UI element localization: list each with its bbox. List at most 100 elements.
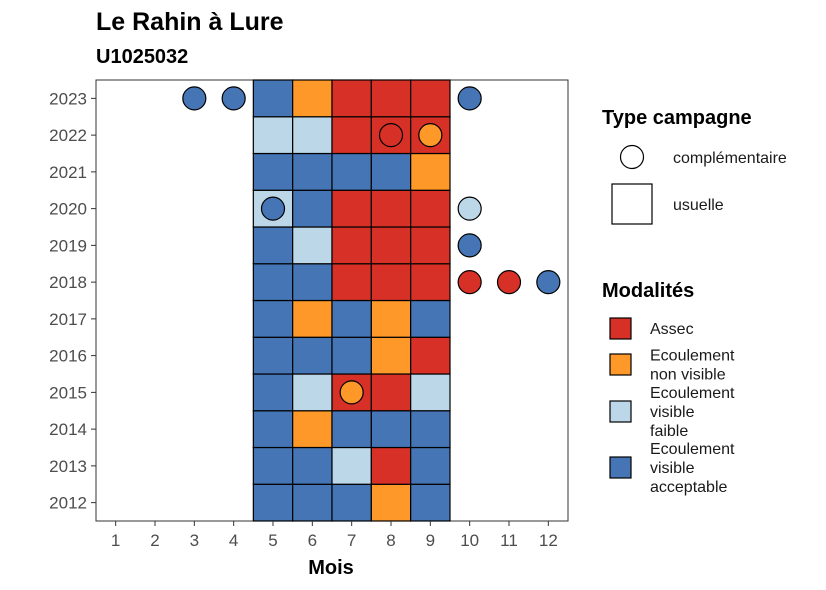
point bbox=[457, 86, 482, 111]
tile bbox=[252, 410, 294, 449]
x-tick-label: 2 bbox=[150, 531, 159, 550]
y-tick-label: 2018 bbox=[49, 273, 87, 292]
tile bbox=[331, 446, 372, 485]
tile bbox=[410, 263, 451, 302]
tile bbox=[331, 263, 372, 302]
legend-label: Ecoulement bbox=[650, 348, 735, 365]
x-axis-label: Mois bbox=[308, 557, 354, 579]
legend-label: Assec bbox=[650, 321, 694, 338]
x-tick-label: 9 bbox=[426, 531, 435, 550]
point bbox=[457, 233, 482, 258]
legend-label: acceptable bbox=[650, 479, 727, 496]
tile bbox=[410, 410, 451, 449]
tile bbox=[252, 373, 294, 412]
tile bbox=[410, 373, 451, 412]
y-axis: 2012 2013 2014 2015 2016 2017 2018 2019 2020 2021… bbox=[49, 89, 96, 513]
tile bbox=[331, 116, 372, 155]
tile bbox=[252, 483, 294, 522]
tile bbox=[292, 263, 333, 302]
y-tick-label: 2014 bbox=[49, 420, 87, 439]
tile bbox=[370, 336, 412, 375]
tile bbox=[331, 226, 372, 265]
x-tick-label: 3 bbox=[190, 531, 199, 550]
tile bbox=[292, 373, 333, 412]
legend-swatch bbox=[609, 317, 632, 340]
tile bbox=[292, 189, 333, 228]
tile bbox=[292, 410, 333, 449]
x-tick-label: 10 bbox=[460, 531, 479, 550]
x-tick-label: 7 bbox=[347, 531, 356, 550]
tile bbox=[252, 336, 294, 375]
legend-type-label: complémentaire bbox=[673, 150, 787, 167]
tile bbox=[410, 336, 451, 375]
tile bbox=[252, 116, 294, 155]
tile bbox=[292, 336, 333, 375]
tile bbox=[292, 299, 333, 338]
legend-mod-title: Modalités bbox=[602, 280, 694, 302]
y-tick-label: 2022 bbox=[49, 126, 87, 145]
tile bbox=[370, 189, 412, 228]
tile bbox=[410, 446, 451, 485]
chart-title: Le Rahin à Lure bbox=[96, 8, 284, 36]
legend-label: visible bbox=[650, 460, 695, 477]
y-tick-label: 2015 bbox=[49, 383, 87, 402]
legend-circle-swatch bbox=[619, 144, 645, 170]
legend-modalites: Modalités Assec Ecoulement non visible Ecou… bbox=[602, 280, 735, 496]
tile bbox=[331, 336, 372, 375]
x-tick-label: 11 bbox=[500, 531, 518, 550]
x-tick-label: 4 bbox=[229, 531, 238, 550]
legend-label: Ecoulement bbox=[650, 441, 735, 458]
y-tick-label: 2013 bbox=[49, 457, 87, 476]
tile bbox=[252, 299, 294, 338]
tile bbox=[331, 152, 372, 191]
legend-type-campagne: Type campagne complémentaire usuelle bbox=[602, 107, 787, 225]
tile bbox=[252, 152, 294, 191]
tile bbox=[331, 189, 372, 228]
legend-swatch bbox=[609, 353, 632, 376]
point bbox=[378, 123, 404, 148]
y-tick-label: 2021 bbox=[49, 163, 87, 182]
x-tick-label: 5 bbox=[268, 531, 277, 550]
tile bbox=[331, 299, 372, 338]
x-tick-label: 12 bbox=[539, 531, 558, 550]
tile bbox=[292, 226, 333, 265]
tile bbox=[370, 226, 412, 265]
y-tick-label: 2012 bbox=[49, 494, 87, 513]
point bbox=[339, 380, 364, 405]
legend-swatch bbox=[609, 456, 632, 479]
point bbox=[457, 196, 482, 221]
y-tick-label: 2020 bbox=[49, 200, 87, 219]
tile bbox=[252, 226, 294, 265]
tile bbox=[370, 79, 412, 118]
tile bbox=[292, 152, 333, 191]
tile bbox=[370, 410, 412, 449]
point bbox=[260, 196, 286, 221]
tile bbox=[252, 79, 294, 118]
legend-label: non visible bbox=[650, 367, 726, 384]
y-tick-label: 2016 bbox=[49, 347, 87, 366]
y-tick-label: 2019 bbox=[49, 236, 87, 255]
point bbox=[536, 270, 561, 295]
tile bbox=[370, 152, 412, 191]
tile bbox=[331, 483, 372, 522]
tile bbox=[410, 299, 451, 338]
y-tick-label: 2017 bbox=[49, 310, 87, 329]
tile bbox=[370, 263, 412, 302]
tile bbox=[292, 483, 333, 522]
tile bbox=[331, 79, 372, 118]
legend-type-title: Type campagne bbox=[602, 107, 752, 129]
tile bbox=[331, 410, 372, 449]
tiles-layer bbox=[252, 79, 451, 522]
x-axis: 1 2 3 4 5 6 7 8 9 10 11 12 bbox=[111, 521, 558, 550]
tile bbox=[292, 446, 333, 485]
tile bbox=[292, 116, 333, 155]
y-tick-label: 2023 bbox=[49, 89, 87, 108]
tile bbox=[252, 446, 294, 485]
legend-square-swatch bbox=[611, 183, 653, 225]
point bbox=[221, 86, 246, 111]
point bbox=[496, 270, 522, 295]
point bbox=[182, 86, 207, 111]
tile bbox=[370, 299, 412, 338]
legend-label: visible bbox=[650, 404, 695, 421]
